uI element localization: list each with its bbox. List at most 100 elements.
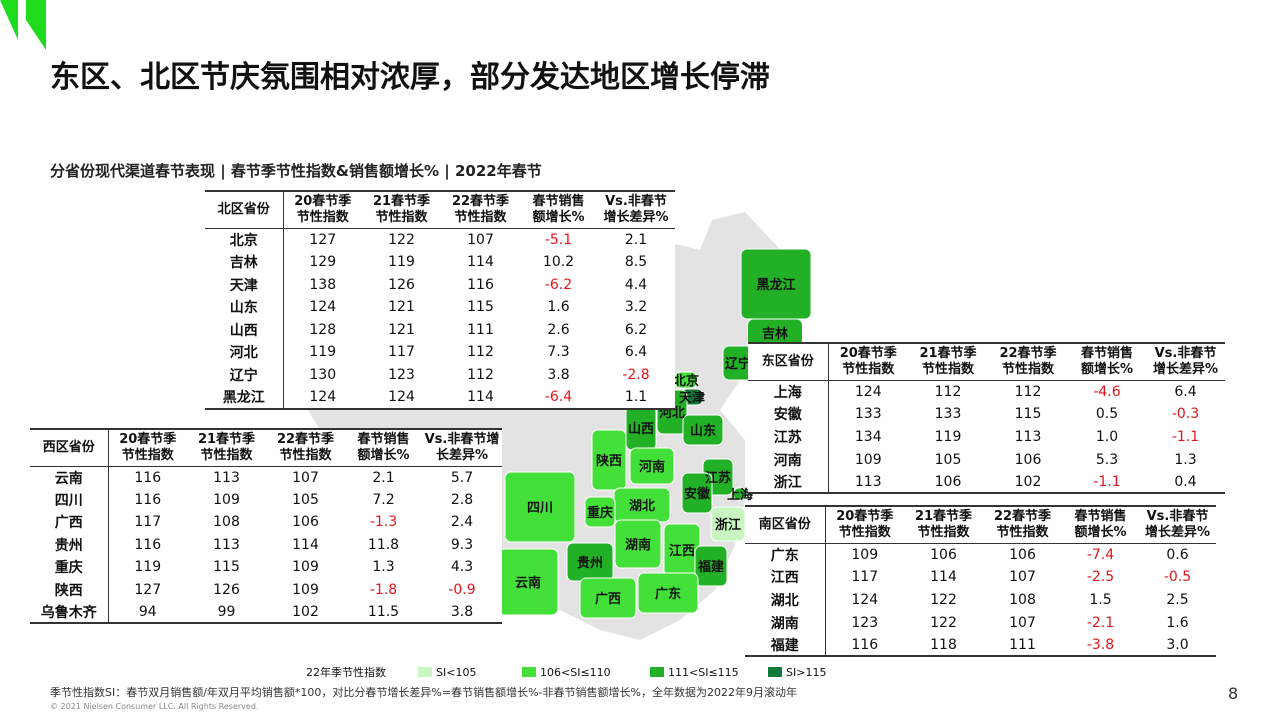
- table-cell: 2.1: [624, 232, 648, 248]
- table-row: 河南 109 105 106 5.3 1.3: [748, 448, 1225, 471]
- header-line: 节性指数: [1001, 362, 1054, 377]
- header-line: 西区省份: [42, 440, 95, 455]
- logo: [0, 0, 46, 50]
- table-row: 江苏 134 119 113 1.0 -1.1: [748, 425, 1225, 449]
- province-label: 黑龙江: [756, 277, 795, 293]
- table-cell: -3.8: [1086, 636, 1115, 653]
- table-row: 上海 124 112 112 -4.6 6.4: [748, 380, 1225, 404]
- province-shape: [682, 414, 724, 446]
- province-label: 福建: [697, 559, 724, 575]
- header-line: 20春节季: [294, 194, 352, 209]
- legend-swatch: [522, 667, 536, 677]
- table-cell: 8.5: [624, 254, 648, 271]
- table-cell: 107: [292, 469, 319, 486]
- table-cell: 105: [292, 492, 319, 509]
- table-cell: 122: [930, 591, 957, 608]
- table-cell: -7.4: [1086, 547, 1115, 564]
- table-cell: 121: [388, 299, 415, 316]
- table-cell: 119: [309, 344, 337, 361]
- header-cell: 20春节季 节性指数: [825, 506, 904, 544]
- table-cell: 6.4: [1174, 384, 1197, 401]
- table-cell: 106: [292, 514, 319, 531]
- table-row: 广东 109 106 106 -7.4 0.6: [745, 543, 1216, 567]
- table-cell: 114: [467, 254, 494, 271]
- table-cell: 111: [1009, 636, 1036, 653]
- header-line: 节性指数: [200, 448, 253, 463]
- header-line: 节性指数: [917, 525, 970, 540]
- header-line: 节性指数: [375, 210, 428, 225]
- table-cell: 130: [309, 366, 337, 383]
- header-cell: 20春节季 节性指数: [108, 429, 187, 467]
- table-cell: 1.3: [1174, 451, 1197, 468]
- table-cell: 江西: [745, 566, 826, 589]
- data-table: 南区省份 20春节季 节性指数 21春节季 节性指数 22春节季 节性指数 春节销售 额增长% V…: [745, 505, 1216, 658]
- table-cell: 7.3: [547, 344, 570, 361]
- table-cell: -6.4: [544, 388, 573, 405]
- header-line: 额增长%: [1080, 362, 1134, 377]
- table-cell: 湖北: [745, 588, 826, 612]
- table-cell: 11.8: [367, 536, 400, 553]
- table-cell: 124: [309, 388, 337, 405]
- table-row: 湖北 124 122 108 1.5 2.5: [745, 588, 1216, 612]
- header-cell: 22春节季 节性指数: [983, 506, 1062, 544]
- table-cell: 乌鲁木齐: [30, 600, 109, 624]
- data-table: 西区省份 20春节季 节性指数 21春节季 节性指数 22春节季 节性指数 春节销售 额增长% V…: [30, 428, 502, 625]
- table-cell: 126: [388, 276, 415, 293]
- table-cell: -4.6: [1093, 384, 1121, 401]
- header-cell: 春节销售 额增长%: [520, 191, 597, 229]
- province-shape: [504, 471, 576, 543]
- table-row: 乌鲁木齐 94 99 102 11.5 3.8: [30, 600, 502, 624]
- table-cell: 124: [388, 388, 415, 405]
- table-row: 黑龙江 124 124 114 -6.4 1.1: [205, 386, 675, 409]
- table-north: 北区省份 20春节季 节性指数 21春节季 节性指数 22春节季 节性指数 春节销售 额增长% V…: [205, 190, 675, 410]
- table-cell: 江苏: [748, 425, 829, 449]
- table-cell: 5.7: [450, 469, 474, 486]
- province-label: 吉林: [762, 326, 788, 342]
- table-cell: 113: [854, 473, 882, 490]
- header-cell: Vs.非春节增长差异%: [422, 429, 502, 467]
- table-cell: 117: [134, 514, 162, 531]
- table-cell: -1.1: [1093, 473, 1121, 490]
- table-cell: 116: [467, 276, 494, 293]
- table-cell: 107: [1009, 569, 1036, 586]
- table-cell: 浙江: [748, 470, 829, 494]
- table-cell: -0.3: [1171, 406, 1200, 423]
- table-cell: 4.3: [450, 559, 474, 576]
- header-line: 20春节季: [839, 346, 897, 361]
- province-shape: [694, 545, 728, 587]
- province-label: 山西: [628, 421, 654, 437]
- province-shape: [591, 429, 627, 491]
- table-cell: 108: [213, 514, 240, 531]
- table-cell: 133: [854, 406, 882, 423]
- header-line: Vs.非春节增: [424, 432, 500, 447]
- header-line: 22春节季: [451, 194, 510, 209]
- header-line: 额增长%: [532, 210, 585, 225]
- header-cell: 春节销售 额增长%: [1062, 506, 1139, 544]
- table-cell: -1.3: [369, 514, 398, 531]
- header-line: Vs.非春节: [1146, 509, 1209, 524]
- header-line: 21春节季: [197, 432, 256, 447]
- table-cell: 天津: [205, 273, 284, 296]
- table-row: 陕西 127 126 109 -1.8 -0.9: [30, 578, 502, 601]
- table-cell: 119: [388, 254, 415, 271]
- table-cell: 湖南: [745, 611, 826, 634]
- header-line: 22春节季: [993, 509, 1052, 524]
- legend-label: 106<SI≤110: [540, 666, 611, 679]
- header-line: 22春节季: [999, 346, 1057, 361]
- header-cell: 春节销售 额增长%: [345, 429, 422, 467]
- table-cell: 云南: [30, 466, 109, 489]
- header-cell: 21春节季 节性指数: [187, 429, 266, 467]
- table-cell: 3.8: [450, 603, 474, 620]
- header-cell: 22春节季 节性指数: [988, 343, 1068, 381]
- table-cell: 7.2: [372, 492, 395, 509]
- table-cell: 123: [388, 366, 415, 383]
- table-cell: 114: [292, 536, 319, 553]
- subtitle: 分省份现代渠道春节表现 | 春节季节性指数&销售额增长% | 2022年春节: [50, 162, 542, 180]
- table-cell: -0.5: [1163, 569, 1192, 586]
- header-line: 节性指数: [838, 525, 891, 540]
- table-cell: 112: [467, 344, 494, 361]
- table-row: 河北 119 117 112 7.3 6.4: [205, 341, 675, 364]
- table-cell: 106: [930, 547, 957, 564]
- header-cell: 20春节季 节性指数: [828, 343, 908, 381]
